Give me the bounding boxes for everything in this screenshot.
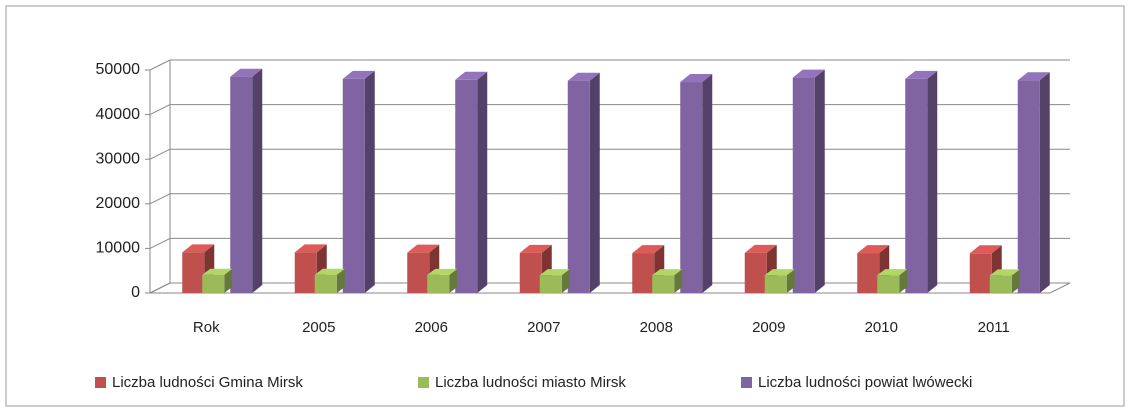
legend-swatch	[741, 377, 752, 388]
bar	[632, 253, 655, 293]
bar-side	[336, 268, 345, 293]
bar-top	[1017, 72, 1050, 81]
bar-top	[792, 69, 825, 78]
bar-side	[449, 268, 458, 293]
bar-side	[674, 269, 683, 293]
bar	[202, 274, 225, 293]
legend-label: Liczba ludności miasto Mirsk	[435, 374, 626, 391]
bar-side	[927, 70, 938, 293]
bar-side	[477, 71, 488, 293]
bar	[230, 76, 253, 293]
bar-side	[1011, 269, 1020, 293]
bar-top	[230, 68, 263, 77]
bar-side	[786, 269, 795, 293]
y-tick-label: 20000	[96, 195, 141, 212]
bar	[539, 275, 562, 293]
bar	[764, 275, 787, 293]
bar-top	[202, 268, 233, 275]
bar	[407, 252, 430, 293]
bar-top	[744, 244, 777, 253]
bar-side	[364, 70, 375, 293]
bar-top	[182, 244, 215, 253]
x-tick-label: 2005	[302, 319, 335, 336]
bar	[652, 275, 675, 293]
bar	[455, 79, 478, 293]
bar-top	[857, 245, 890, 254]
bar-top	[764, 269, 795, 276]
bar-side	[589, 72, 600, 293]
bar	[519, 252, 542, 293]
bar-side	[702, 74, 713, 294]
bar-top	[294, 244, 327, 253]
y-tick-label: 0	[131, 284, 140, 301]
bar-top	[877, 269, 908, 276]
bar-top	[969, 245, 1002, 254]
x-tick-label: 2008	[640, 319, 673, 336]
bar-top	[652, 269, 683, 276]
legend-swatch	[95, 377, 106, 388]
bar-side	[224, 268, 233, 293]
bar	[182, 252, 205, 293]
bar-top	[632, 245, 665, 254]
bar	[969, 253, 992, 293]
bar	[1017, 80, 1040, 294]
bar-top	[519, 244, 552, 253]
bar	[877, 275, 900, 293]
bar	[680, 82, 703, 294]
y-tick-label: 40000	[96, 106, 141, 123]
bar	[905, 78, 928, 293]
y-tick-label: 30000	[96, 150, 141, 167]
bar-top	[342, 70, 375, 79]
bar-side	[561, 269, 570, 293]
x-tick-label: 2006	[415, 319, 448, 336]
legend-label: Liczba ludności powiat lwówecki	[758, 374, 972, 391]
grid-line	[149, 237, 171, 249]
bar-side	[252, 68, 263, 293]
grid-line	[149, 282, 171, 294]
bar-top	[407, 244, 440, 253]
y-tick-label: 10000	[96, 240, 141, 257]
bar-top	[680, 74, 713, 83]
x-tick-label: 2010	[865, 319, 898, 336]
bar-top	[989, 269, 1020, 276]
bar-side	[814, 69, 825, 293]
x-tick-label: 2007	[527, 319, 560, 336]
bar	[792, 77, 815, 293]
x-tick-label: 2011	[978, 319, 1010, 336]
legend-label: Liczba ludności Gmina Mirsk	[112, 374, 303, 391]
grid-line	[149, 104, 171, 116]
bar-top	[427, 268, 458, 275]
grid-line	[149, 148, 171, 160]
bar-side	[1039, 72, 1050, 294]
bar-top	[567, 72, 600, 81]
bar	[427, 274, 450, 293]
bar	[567, 80, 590, 293]
bar	[744, 252, 767, 293]
bar	[314, 274, 337, 293]
bar	[342, 78, 365, 293]
chart-frame	[5, 5, 1125, 407]
bar	[294, 252, 317, 293]
grid-line	[149, 59, 171, 71]
bar-top	[455, 71, 488, 80]
legend-swatch	[418, 377, 429, 388]
bar-top	[314, 268, 345, 275]
y-tick-label: 50000	[96, 61, 141, 78]
x-tick-label: Rok	[193, 319, 220, 336]
bar	[989, 275, 1012, 293]
bar-side	[899, 269, 908, 293]
bar-top	[905, 70, 938, 79]
bar	[857, 253, 880, 293]
grid-line	[149, 193, 171, 205]
bar-top	[539, 269, 570, 276]
x-tick-label: 2009	[752, 319, 785, 336]
